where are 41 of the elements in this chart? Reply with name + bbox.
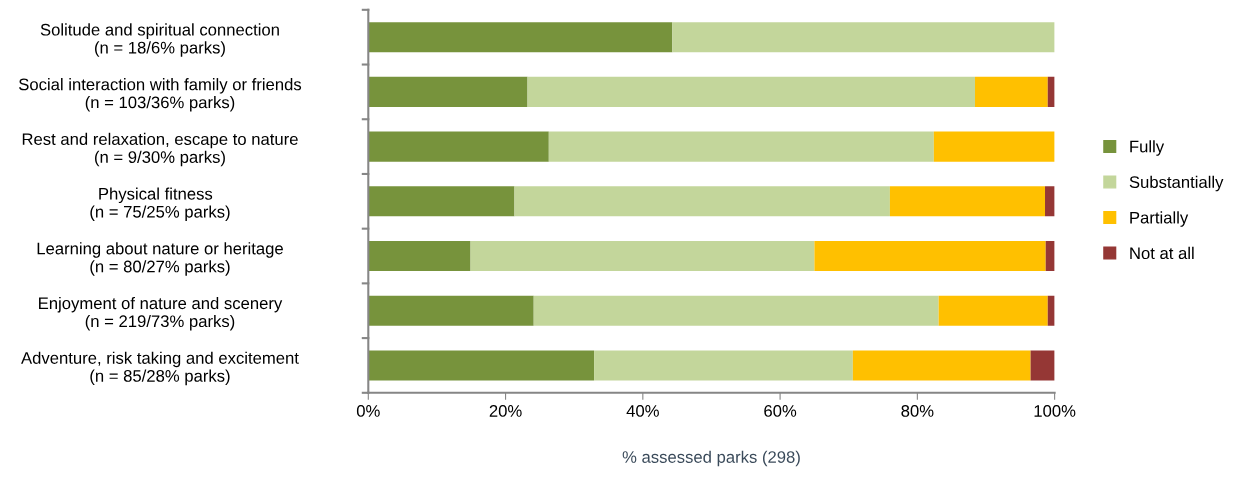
x-tick-label: 40% xyxy=(626,405,659,417)
bar xyxy=(852,350,1031,381)
y-tick-label: Rest and relaxation, escape to nature (n = 9/30% parks) xyxy=(22,132,298,167)
bar xyxy=(368,186,515,217)
x-axis-title: % assessed parks (298) xyxy=(622,450,800,467)
y-tick-label: Physical fitness (n = 75/25% parks) xyxy=(90,187,230,221)
x-tick-label: 0% xyxy=(356,405,380,417)
bar xyxy=(548,131,934,162)
bar xyxy=(368,22,673,53)
bar xyxy=(368,76,528,107)
x-tick-label: 60% xyxy=(764,405,797,417)
bar xyxy=(368,350,595,381)
y-tick-label: Adventure, risk taking and excitement (n = 85/28% parks) xyxy=(21,351,299,386)
bar xyxy=(533,295,939,326)
legend-label: Fully xyxy=(1130,140,1165,156)
bar xyxy=(814,240,1046,272)
y-tick-label: Learning about nature or heritage (n = 80/27% parks) xyxy=(37,242,283,276)
bar xyxy=(368,295,534,326)
bar xyxy=(514,186,890,217)
bar xyxy=(975,76,1048,107)
bar xyxy=(527,76,976,107)
bar xyxy=(889,186,1046,217)
x-tick-label: 100% xyxy=(1034,405,1076,417)
legend-label: Not at all xyxy=(1130,246,1194,260)
bar xyxy=(594,350,853,381)
legend-label: Substantially xyxy=(1129,175,1224,192)
x-tick-label: 80% xyxy=(901,405,934,417)
bar xyxy=(1030,350,1055,381)
bar xyxy=(672,22,1055,53)
x-tick-label: 20% xyxy=(489,405,522,417)
bar xyxy=(938,295,1048,326)
bar xyxy=(368,131,549,162)
bar xyxy=(1045,240,1055,272)
y-tick-label: Social interaction with family or friends (n = 103/36% parks) xyxy=(19,78,302,112)
y-tick-label: Enjoyment of nature and scenery (n = 219/73% parks) xyxy=(39,296,283,331)
legend-label: Partially xyxy=(1130,211,1189,227)
bar xyxy=(933,131,1055,162)
y-tick-label: Solitude and spiritual connection (n = 18/6% parks) xyxy=(40,23,279,57)
bar xyxy=(470,240,815,272)
bar xyxy=(368,240,471,272)
bar xyxy=(1045,186,1055,217)
